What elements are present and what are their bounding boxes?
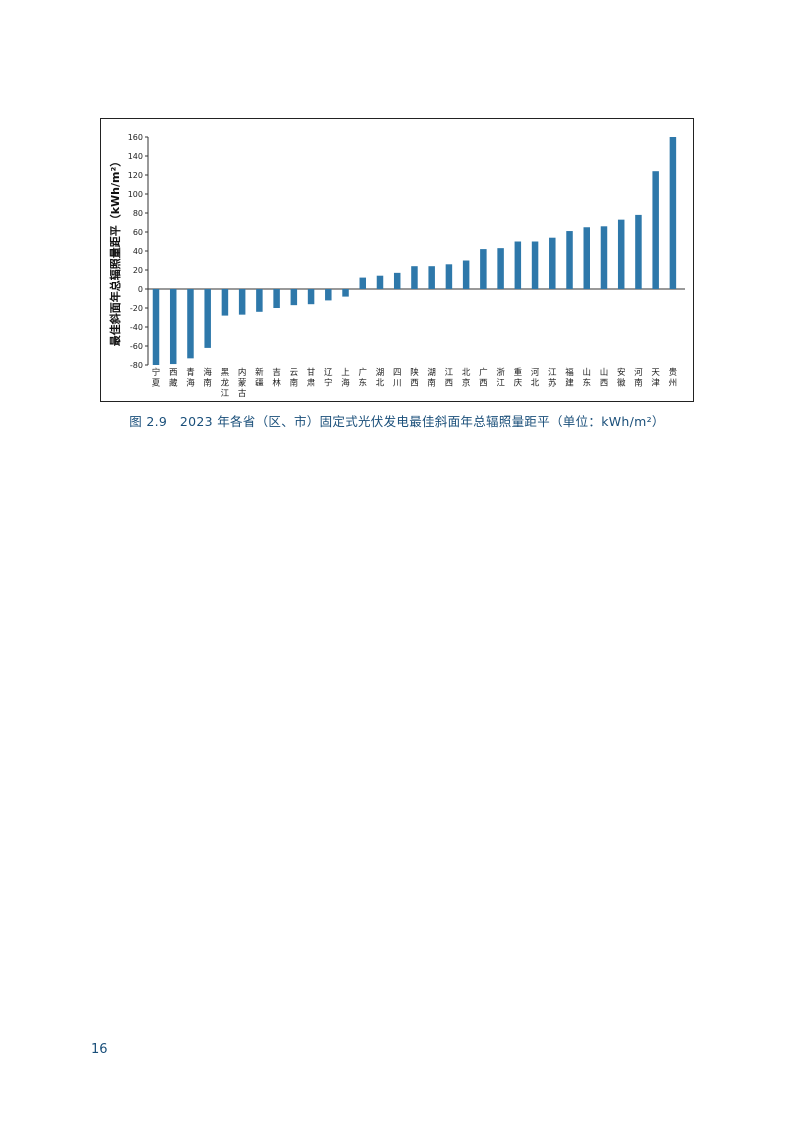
y-tick-label: 140 [128,152,143,161]
y-tick-label: 100 [128,190,143,199]
x-tick-label: 宁夏 [152,367,161,389]
bar-河北 [531,241,539,289]
bar-宁夏 [152,289,160,365]
bar-陕西 [411,266,418,289]
bar-上海 [342,289,349,297]
y-tick-label: 40 [133,247,143,256]
bar-海南 [204,289,211,348]
x-tick-label: 湖南 [427,368,436,389]
bar-西藏 [169,289,177,365]
x-tick-label: 江苏 [548,368,557,389]
bar-青海 [187,289,194,359]
x-tick-label: 云南 [290,368,299,389]
x-tick-label: 江西 [445,368,454,389]
y-tick-label: 160 [128,133,143,142]
bar-山东 [583,227,590,289]
x-tick-label: 山西 [600,367,609,389]
x-tick-label: 河南 [634,367,643,389]
bar-新疆 [256,289,263,312]
bar-湖南 [428,266,435,289]
chart-frame: -80 -60 -40 -20 0 20 40 60 80 100 120 140 160 宁夏 西藏 青海海… [100,118,694,402]
x-tick-label: 黑龙江 [221,368,230,399]
bar-河南 [635,214,642,289]
y-tick-label: -40 [130,323,143,332]
x-tick-label: 内蒙古 [238,367,247,399]
x-tick-label: 新疆 [255,367,264,389]
y-tick-label: 60 [133,228,143,237]
y-tick-label: 120 [128,171,143,180]
x-tick-label: 广西 [479,367,488,389]
bar-浙江 [497,248,504,289]
x-tick-label: 浙江 [496,367,505,389]
bar-chart: -80 -60 -40 -20 0 20 40 60 80 100 120 140 160 宁夏西藏青海海… [108,133,685,399]
bar-山西 [600,226,608,289]
bar-贵州 [669,137,677,289]
bar-四川 [393,272,401,289]
x-tick-label: 吉林 [272,368,281,389]
bar-北京 [462,260,470,289]
x-tick-label: 福建 [565,367,574,389]
y-axis-title: 最佳斜面年总辐照量距平（kWh/m²） [108,156,122,347]
bar-福建 [566,231,573,289]
bar-广东 [359,277,367,289]
bar-甘肃 [307,289,315,305]
x-tick-label: 天津 [651,368,660,389]
x-tick-label: 上海 [341,368,350,389]
bar-江西 [445,264,453,289]
bar-云南 [290,289,298,306]
bar-天津 [652,171,659,289]
bar-广西 [480,249,487,289]
y-tick-label: -60 [130,342,143,351]
y-tick-label: -20 [130,304,143,313]
x-tick-label: 山东 [582,367,591,389]
bar-辽宁 [325,289,332,301]
x-tick-label: 海南 [203,367,212,389]
bar-吉林 [273,289,280,308]
bar-江苏 [549,237,556,289]
figure-caption: 图 2.9 2023 年各省（区、市）固定式光伏发电最佳斜面年总辐照量距平（单位… [129,414,665,429]
y-tick-label: -80 [130,361,143,370]
x-tick-label: 西藏 [169,368,178,389]
x-tick-label: 安徽 [617,367,626,389]
x-tick-label: 陕西 [410,367,419,389]
x-tick-label: 广东 [359,367,368,389]
x-tick-label: 贵州 [669,367,678,389]
bar-安徽 [617,219,625,289]
x-tick-label: 北京 [462,368,471,389]
bar-内蒙古 [238,289,246,315]
x-tick-label: 青海 [186,367,195,389]
y-tick-label: 0 [138,285,143,294]
page-number: 16 [91,1042,108,1057]
y-tick-label: 20 [133,266,143,275]
bar-湖北 [376,275,384,289]
x-tick-label: 河北 [531,367,540,389]
x-tick-label: 四川 [393,368,402,389]
y-tick-label: 80 [133,209,143,218]
x-tick-label: 湖北 [376,368,385,389]
bar-重庆 [514,241,522,289]
x-tick-label: 甘肃 [307,367,316,389]
x-tick-label: 辽宁 [324,368,333,389]
bar-黑龙江 [221,289,229,316]
x-tick-label: 重庆 [514,367,523,389]
